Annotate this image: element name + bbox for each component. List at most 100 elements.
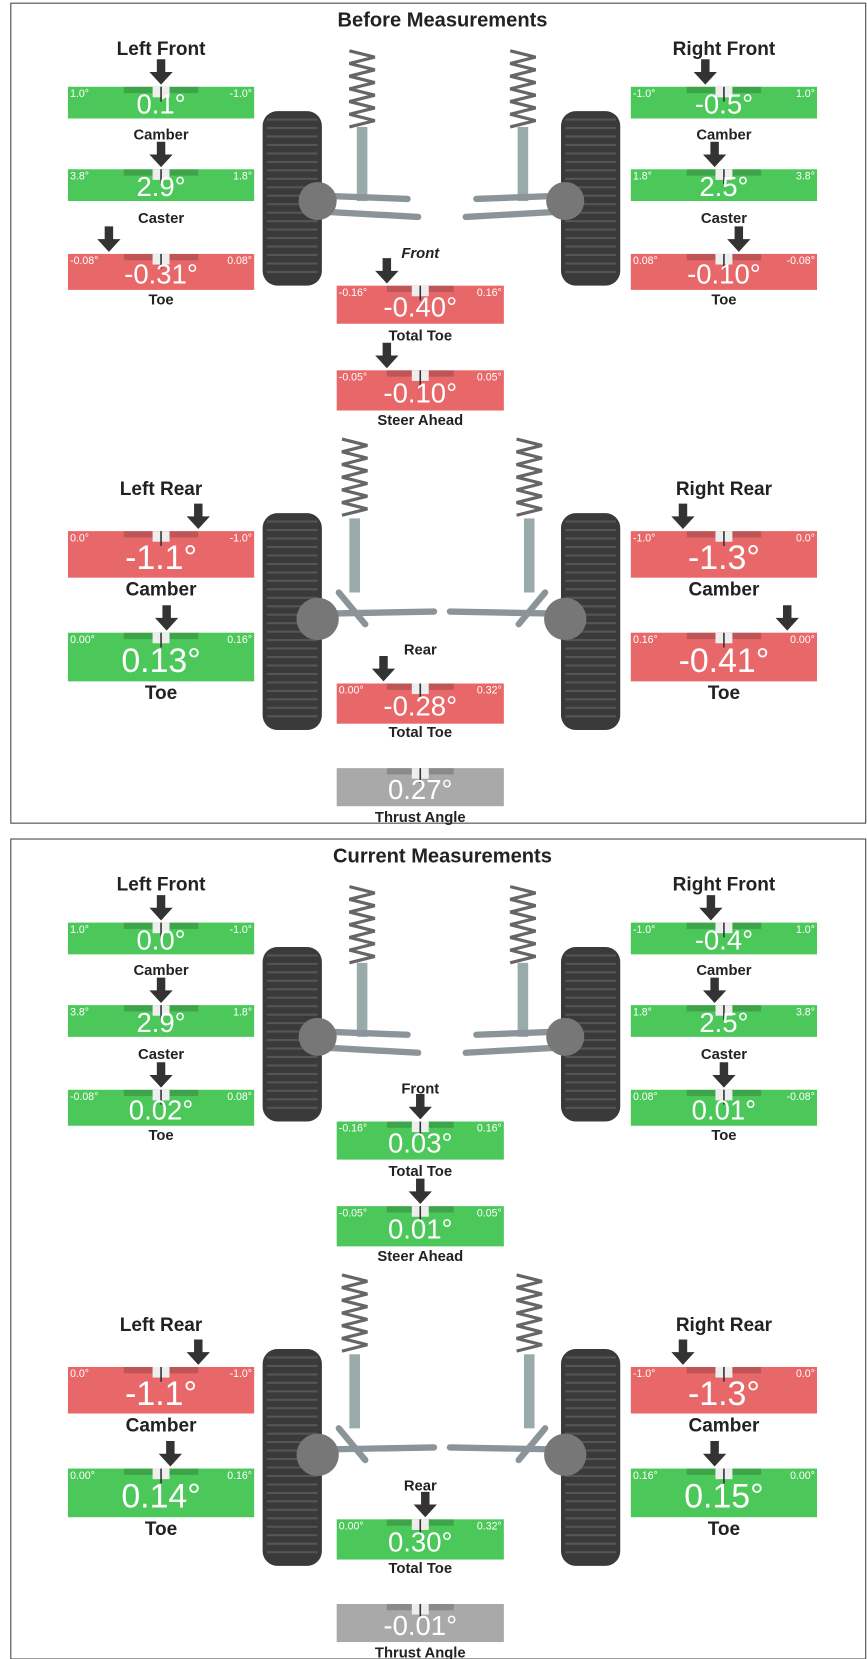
- range-max: 1.8°: [233, 1006, 252, 1018]
- gauge: -1.0° 1.0° -0.4° Camber: [630, 895, 818, 979]
- gauge-value: 0.15°: [684, 1478, 763, 1516]
- strut: [517, 126, 529, 202]
- gauge: 0.00° 0.32° -0.28° Total Toe: [336, 655, 504, 741]
- spring: [516, 1273, 543, 1353]
- range-min: -0.08°: [70, 255, 98, 267]
- range-min: 1.0°: [70, 924, 89, 936]
- gauge: 1.0° -1.0° 0.1° Camber: [67, 59, 255, 143]
- wheel-heading: Right Front: [673, 875, 776, 896]
- gauge: 3.8° 1.8° 2.9° Caster: [67, 141, 255, 227]
- range-max: 1.0°: [796, 88, 815, 100]
- pointer-arrow: [149, 895, 173, 921]
- gauge-value: 0.0°: [136, 925, 185, 956]
- range-max: 0.08°: [227, 255, 252, 267]
- gauge-label: Caster: [701, 211, 747, 227]
- hub: [296, 1433, 339, 1476]
- hub: [546, 1017, 585, 1056]
- gauge: 0.27° Thrust Angle: [336, 768, 504, 826]
- pointer-arrow: [408, 1094, 432, 1120]
- gauge-label: Toe: [708, 683, 740, 704]
- range-max: 0.16°: [227, 634, 252, 646]
- gauge: 0.00° 0.32° 0.30° Total Toe: [336, 1491, 504, 1577]
- gauge-label: Toe: [148, 292, 173, 308]
- pointer-arrow: [702, 1441, 727, 1467]
- gauge-value: -0.4°: [695, 925, 753, 956]
- gauge-value: 2.5°: [699, 1007, 748, 1038]
- gauge: 3.8° 1.8° 2.9° Caster: [67, 977, 255, 1063]
- range-min: -0.08°: [70, 1091, 98, 1103]
- range-min: 1.0°: [70, 88, 89, 100]
- range-max: 0.16°: [477, 1123, 502, 1135]
- panel-title: Before Measurements: [338, 9, 548, 31]
- hub: [546, 181, 585, 221]
- pointer-arrow: [702, 141, 727, 168]
- gauge-value: -1.1°: [125, 539, 197, 577]
- range-max: -0.08°: [787, 1091, 815, 1103]
- gauge-label: Steer Ahead: [377, 413, 463, 429]
- pointer-arrow: [671, 1339, 695, 1365]
- gauge-label: Thrust Angle: [375, 1646, 466, 1659]
- strut: [349, 1354, 360, 1429]
- arm: [335, 1425, 369, 1464]
- wheel-heading: Right Front: [673, 39, 776, 60]
- pointer-arrow: [712, 1062, 736, 1088]
- pointer-arrow: [155, 605, 179, 631]
- range-min: -1.0°: [633, 88, 655, 100]
- arm: [462, 1044, 565, 1056]
- gauge: -1.0° 0.0° -1.3°Camber: [630, 503, 818, 600]
- gauge-value: 2.5°: [699, 171, 748, 202]
- gauge-label: Toe: [148, 1128, 173, 1144]
- strut: [523, 1354, 535, 1429]
- gauge-label: Toe: [708, 1519, 740, 1540]
- arm: [318, 1444, 438, 1453]
- gauge: 0.08° -0.08° 0.01° Toe: [630, 1062, 818, 1144]
- gauge-value: 0.27°: [388, 774, 453, 805]
- range-max: 0.05°: [477, 1207, 502, 1219]
- gauge: 0.08° -0.08° -0.10° Toe: [630, 226, 818, 308]
- tire: [560, 513, 621, 731]
- gauge-value: -0.10°: [687, 258, 761, 289]
- tire: [262, 946, 322, 1122]
- panel-title: Current Measurements: [333, 845, 552, 867]
- wheel-heading: Left Front: [117, 39, 206, 60]
- gauge-value: 0.1°: [136, 89, 185, 120]
- spring: [509, 49, 536, 129]
- gauge-label: Caster: [138, 1047, 184, 1063]
- panel-border: [10, 2, 867, 824]
- gauge-value: -0.5°: [695, 89, 753, 120]
- hub: [544, 597, 587, 641]
- gauge-label: Total Toe: [388, 1561, 452, 1577]
- pointer-arrow: [702, 977, 727, 1004]
- range-min: -0.16°: [339, 1123, 367, 1135]
- gauge: -0.08° 0.08° -0.31° Toe: [67, 226, 255, 308]
- arm: [318, 608, 438, 617]
- front-label: Front: [401, 1082, 439, 1098]
- gauge-value: 0.13°: [121, 642, 200, 680]
- tire: [262, 1348, 322, 1566]
- pointer-arrow: [149, 59, 173, 85]
- gauge-label: Camber: [688, 1415, 759, 1436]
- pointer-arrow: [693, 59, 717, 85]
- arm: [515, 1425, 549, 1464]
- arm: [515, 589, 549, 628]
- measurement-panel: Current Measurements Left Front Right Fron…: [10, 838, 867, 1659]
- strut: [517, 962, 529, 1037]
- gauge: -1.0° 0.0° -1.3°Camber: [630, 1339, 818, 1436]
- arm: [335, 589, 369, 628]
- wheel-heading: Right Rear: [676, 1315, 773, 1336]
- range-max: 1.0°: [796, 924, 815, 936]
- gauge: -0.01° Thrust Angle: [336, 1603, 504, 1659]
- pointer-arrow: [408, 1178, 432, 1205]
- gauge: 0.0° -1.0° -1.1°Camber: [67, 503, 255, 600]
- spring: [516, 437, 543, 517]
- range-min: -1.0°: [633, 532, 655, 544]
- gauge-label: Camber: [126, 579, 197, 600]
- hub: [298, 181, 337, 221]
- pointer-arrow: [671, 503, 695, 530]
- gauge: 1.8° 3.8° 2.5° Caster: [630, 977, 818, 1063]
- gauge-value: 2.9°: [136, 1007, 185, 1038]
- pointer-arrow: [149, 977, 173, 1004]
- range-max: -1.0°: [230, 924, 252, 936]
- range-max: 0.16°: [477, 287, 502, 299]
